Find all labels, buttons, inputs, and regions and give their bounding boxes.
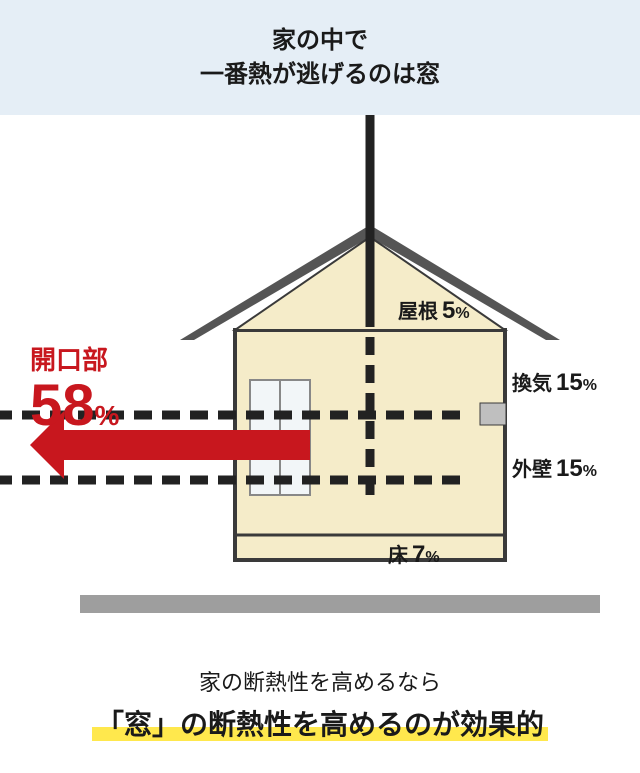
label-wall: 外壁15% — [512, 453, 597, 483]
label-wall-pct: % — [583, 463, 597, 480]
header-banner: 家の中で 一番熱が逃げるのは窓 — [0, 0, 640, 115]
label-roof: 屋根5% — [398, 295, 470, 325]
label-floor-pct: % — [425, 549, 439, 566]
label-wall-name: 外壁 — [512, 459, 552, 481]
label-opening-value: 58 — [30, 373, 95, 438]
label-opening-pct: % — [95, 400, 120, 431]
label-vent-name: 換気 — [512, 373, 552, 395]
label-opening-name: 開口部 — [30, 340, 119, 377]
label-roof-name: 屋根 — [398, 301, 438, 323]
label-opening: 開口部 58% — [30, 340, 119, 435]
label-vent: 換気15% — [512, 367, 597, 397]
header-line-2: 一番熱が逃げるのは窓 — [0, 58, 640, 92]
footer: 家の断熱性を高めるなら 「窓」の断熱性を高めるのが効果的 — [0, 645, 640, 773]
footer-line-2: 「窓」の断熱性を高めるのが効果的 — [92, 703, 548, 743]
house-diagram: 開口部 58% 屋根5% 換気15% 外壁15% 床7% — [0, 115, 640, 655]
footer-line-1: 家の断熱性を高めるなら — [0, 665, 640, 697]
label-roof-pct: % — [455, 305, 469, 322]
header-line-1: 家の中で — [0, 24, 640, 58]
label-floor-name: 床 — [388, 545, 408, 567]
label-vent-pct: % — [583, 377, 597, 394]
label-vent-value: 15 — [556, 369, 583, 396]
label-floor: 床7% — [388, 539, 440, 569]
label-wall-value: 15 — [556, 455, 583, 482]
label-roof-value: 5 — [442, 297, 455, 324]
label-floor-value: 7 — [412, 541, 425, 568]
